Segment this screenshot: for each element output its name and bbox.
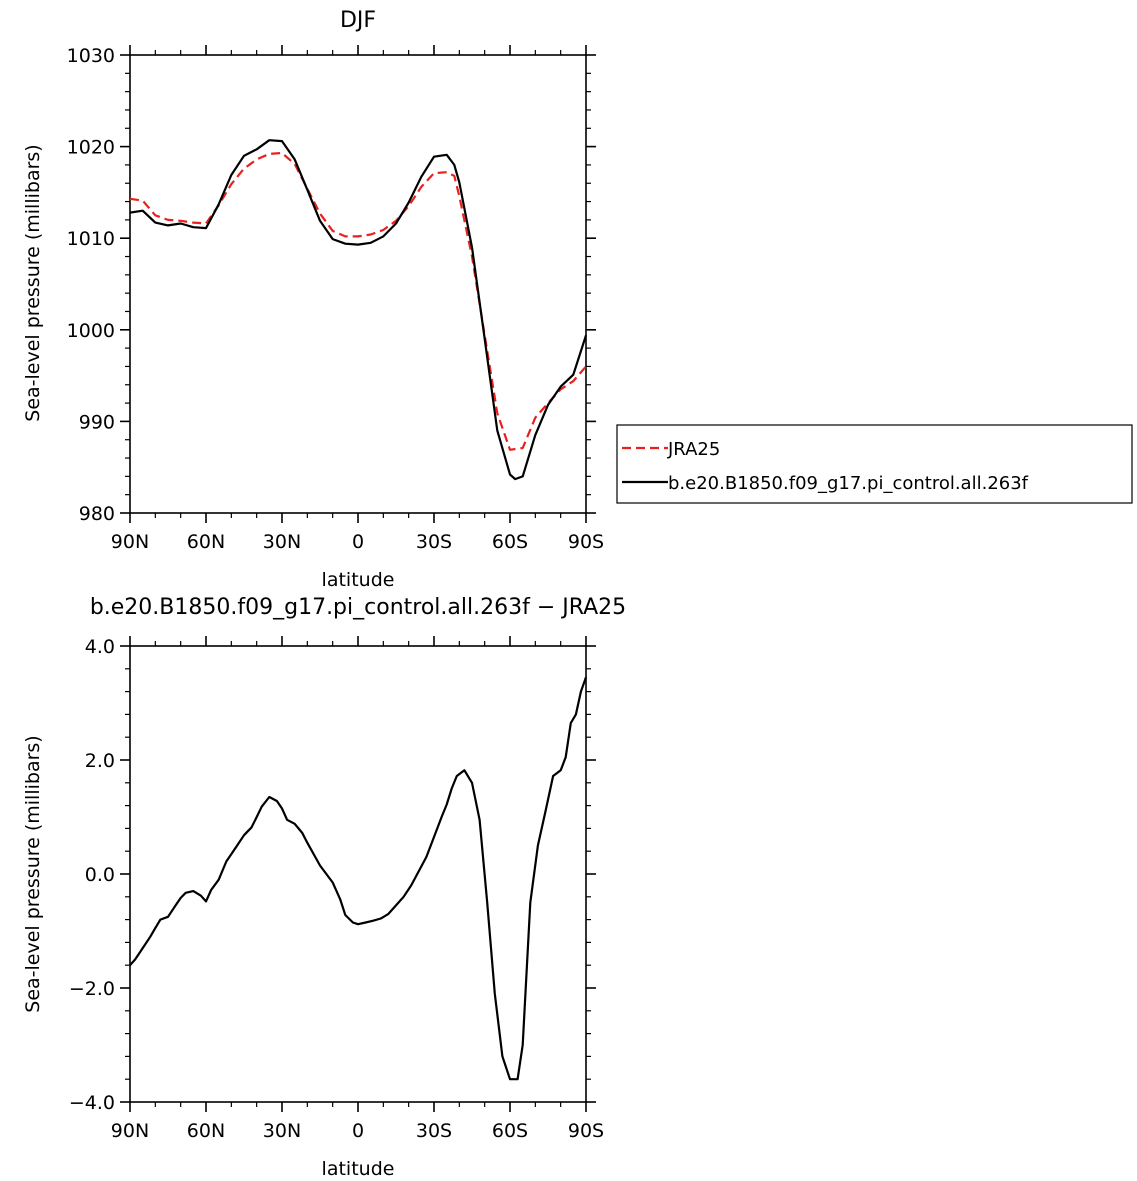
series-line-0-0 — [129, 151, 587, 451]
x-tick-label: 30S — [416, 531, 452, 553]
x-tick-label: 60N — [187, 531, 225, 553]
plot-frame-0 — [129, 54, 587, 514]
plot-frame-1 — [129, 645, 587, 1103]
top-y-axis-label: Sea-level pressure (millibars) — [22, 144, 44, 421]
bottom-y-axis-label: Sea-level pressure (millibars) — [22, 735, 44, 1012]
x-tick-label: 90S — [568, 1120, 604, 1142]
y-tick-label: 990 — [79, 411, 115, 433]
y-tick-label: 1030 — [67, 45, 115, 67]
y-tick-label: 1000 — [67, 320, 115, 342]
x-tick-label: 60S — [492, 1120, 528, 1142]
series-line-0-1 — [129, 139, 588, 481]
y-tick-label: 980 — [79, 503, 115, 525]
legend: JRA25 b.e20.B1850.f09_g17.pi_control.all… — [616, 424, 1133, 504]
bottom-panel-difference: b.e20.B1850.f09_g17.pi_control.all.263f … — [22, 595, 626, 1180]
y-tick-label: 0.0 — [85, 864, 115, 886]
x-tick-label: 90N — [111, 1120, 149, 1142]
x-tick-label: 90S — [568, 531, 604, 553]
legend-box — [616, 424, 1133, 504]
legend-label-jra25: JRA25 — [667, 439, 720, 460]
bottom-chart-title: b.e20.B1850.f09_g17.pi_control.all.263f … — [90, 595, 626, 620]
x-tick-label: 30S — [416, 1120, 452, 1142]
x-tick-label: 0 — [352, 1120, 364, 1142]
y-tick-label: −4.0 — [69, 1092, 115, 1114]
x-tick-label: 60N — [187, 1120, 225, 1142]
x-tick-label: 60S — [492, 531, 528, 553]
top-panel-djf: DJF Sea-level pressure (millibars) latit… — [22, 8, 604, 591]
top-chart-title: DJF — [340, 8, 376, 33]
bottom-x-axis-label: latitude — [322, 1158, 395, 1180]
top-x-axis-label: latitude — [322, 569, 395, 591]
legend-label-model: b.e20.B1850.f09_g17.pi_control.all.263f — [668, 473, 1029, 494]
series-line-1-0 — [129, 676, 588, 1081]
y-tick-label: 1020 — [67, 137, 115, 159]
x-tick-label: 30N — [263, 531, 301, 553]
x-tick-label: 90N — [111, 531, 149, 553]
y-tick-label: 4.0 — [85, 636, 115, 658]
y-tick-label: 2.0 — [85, 750, 115, 772]
x-tick-label: 0 — [352, 531, 364, 553]
x-tick-label: 30N — [263, 1120, 301, 1142]
y-tick-label: −2.0 — [69, 978, 115, 1000]
y-tick-label: 1010 — [67, 228, 115, 250]
